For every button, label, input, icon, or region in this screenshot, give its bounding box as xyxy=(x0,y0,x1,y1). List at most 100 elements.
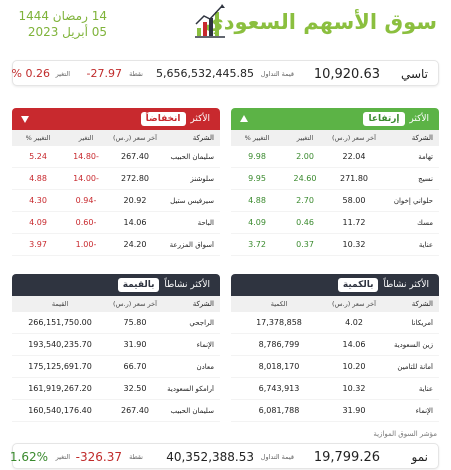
company-name: أمريكانا xyxy=(411,318,433,327)
column-headers: الشركة آخر سعر (ر.س) التغير التغيير % xyxy=(12,130,220,146)
table-row: أمريكانا 4.02 17,378,858 xyxy=(231,312,439,334)
pct: 4.88 xyxy=(29,174,47,183)
company-name: أسواق المزرعة xyxy=(169,240,214,249)
company-name: سليمان الحبيب xyxy=(170,152,214,161)
header: سوق الأسهم السعودي 14 رمضان 1444 05 أبري… xyxy=(0,0,451,58)
table-row: معادن 66.70 175,125,691.70 xyxy=(12,356,220,378)
price: 14.06 xyxy=(123,218,147,227)
price: 32.50 xyxy=(123,384,147,393)
price: 10.32 xyxy=(342,240,366,249)
company-name: عناية xyxy=(418,384,433,393)
pct: 4.09 xyxy=(248,218,266,227)
pct-label: التغير xyxy=(55,70,70,78)
price: 267.40 xyxy=(121,152,149,161)
table-row: سليمان الحبيب 267.40 160,540,176.40 xyxy=(12,400,220,422)
arrow-up-icon xyxy=(240,115,248,122)
company-name: نسيج xyxy=(418,174,433,183)
table-row: الباحة 14.06 -0.60 4.09 xyxy=(12,212,220,234)
change: 0.37 xyxy=(296,240,314,249)
table-row: سيرفيس ستيل 20.92 -0.94 4.30 xyxy=(12,190,220,212)
col-price: آخر سعر (ر.س) xyxy=(113,300,157,308)
company-name: الباحة xyxy=(197,218,214,227)
change: -0.94 xyxy=(75,196,97,205)
change-value: 27.97- xyxy=(86,67,122,80)
quantity: 17,378,858 xyxy=(256,318,302,327)
change: -1.00 xyxy=(75,240,97,249)
panel-title: إرتفاعا xyxy=(363,112,405,126)
nomu-index-box: نمو 19,799.26 قيمة التداول 40,352,388.53… xyxy=(10,443,439,469)
price: 267.40 xyxy=(121,406,149,415)
column-headers: الشركة آخر سعر (ر.س) التغيير التغيير % xyxy=(231,130,439,146)
table-row: أمانة للتأمين 10.20 8,018,170 xyxy=(231,356,439,378)
index-value: 10,920.63 xyxy=(313,67,380,82)
price: 24.20 xyxy=(123,240,147,249)
change: 0.46 xyxy=(296,218,314,227)
quantity: 8,786,799 xyxy=(258,340,300,349)
price: 75.80 xyxy=(123,318,147,327)
table-row: الإنماء 31.90 193,540,235.70 xyxy=(12,334,220,356)
panel-prefix: الأكثر xyxy=(409,114,429,124)
change: 2.70 xyxy=(296,196,314,205)
panel-title: انخفاضاً xyxy=(140,112,186,126)
col-change: التغيير xyxy=(296,134,314,142)
parallel-market-note: مؤشر السوق الموازية xyxy=(373,430,437,438)
price: 31.90 xyxy=(123,340,147,349)
pct: 9.98 xyxy=(248,152,266,161)
page-title: سوق الأسهم السعودي xyxy=(204,10,437,34)
col-price: آخر سعر (ر.س) xyxy=(332,134,376,142)
company-name: سيرفيس ستيل xyxy=(170,196,214,205)
change: -0.60 xyxy=(75,218,97,227)
company-name: الإنماء xyxy=(415,406,433,415)
bar-chart-logo-icon xyxy=(195,4,225,38)
change-label: نقطة xyxy=(129,453,143,461)
change: 2.00 xyxy=(296,152,314,161)
table-row: أسواق المزرعة 24.20 -1.00 3.97 xyxy=(12,234,220,256)
panel-prefix: الأكثر نشاطاً xyxy=(383,280,429,290)
value: 175,125,691.70 xyxy=(28,362,92,371)
company-name: الإنماء xyxy=(196,340,214,349)
value: 193,540,235.70 xyxy=(28,340,92,349)
col-pct: التغيير % xyxy=(25,134,51,142)
quantity: 6,743,913 xyxy=(258,384,300,393)
pct: 9.95 xyxy=(248,174,266,183)
table-row: سلوشنز 272.80 -14.00 4.88 xyxy=(12,168,220,190)
col-quantity: الكمية xyxy=(270,300,288,308)
company-name: حلواني إخوان xyxy=(393,196,433,205)
pct: 3.72 xyxy=(248,240,266,249)
company-name: عناية xyxy=(418,240,433,249)
panel-header: الأكثر نشاطاً بالكمية xyxy=(231,274,439,296)
company-name: أرامكو السعودية xyxy=(167,384,214,393)
quantity: 6,081,788 xyxy=(258,406,300,415)
table-row: الإنماء 31.90 6,081,788 xyxy=(231,400,439,422)
hijri-date: 14 رمضان 1444 xyxy=(18,9,107,23)
price: 11.72 xyxy=(342,218,366,227)
change-label: نقطة xyxy=(129,70,143,78)
panel-header: الأكثر إرتفاعا xyxy=(231,108,439,130)
company-name: مسك xyxy=(417,218,433,227)
change: -14.00 xyxy=(73,174,99,183)
price: 4.02 xyxy=(345,318,363,327)
change: 24.60 xyxy=(293,174,317,183)
table-row: زين السعودية 14.06 8,786,799 xyxy=(231,334,439,356)
table-row: عناية 10.32 0.37 3.72 xyxy=(231,234,439,256)
price: 66.70 xyxy=(123,362,147,371)
panel-prefix: الأكثر xyxy=(190,114,210,124)
price: 22.04 xyxy=(342,152,366,161)
most-active-by-value-panel: الأكثر نشاطاً بالقيمة الشركة آخر سعر (ر.… xyxy=(12,274,220,422)
pct: 3.97 xyxy=(29,240,47,249)
pct: 4.88 xyxy=(248,196,266,205)
panel-header: الأكثر انخفاضاً xyxy=(12,108,220,130)
tasi-index-box: تاسي 10,920.63 قيمة التداول 5,656,532,44… xyxy=(12,60,439,86)
company-name: تهامة xyxy=(418,152,433,161)
col-company: الشركة xyxy=(192,134,214,142)
pct: 5.24 xyxy=(29,152,47,161)
column-headers: الشركة آخر سعر (ر.س) الكمية xyxy=(231,296,439,312)
pct: 4.30 xyxy=(29,196,47,205)
price: 10.32 xyxy=(342,384,366,393)
gregorian-date: 05 أبريل 2023 xyxy=(27,25,107,39)
date-block: 14 رمضان 1444 05 أبريل 2023 xyxy=(12,8,107,40)
company-name: معادن xyxy=(196,362,214,371)
table-row: تهامة 22.04 2.00 9.98 xyxy=(231,146,439,168)
top-gainers-panel: الأكثر إرتفاعا الشركة آخر سعر (ر.س) التغ… xyxy=(231,108,439,256)
table-row: نسيج 271.80 24.60 9.95 xyxy=(231,168,439,190)
